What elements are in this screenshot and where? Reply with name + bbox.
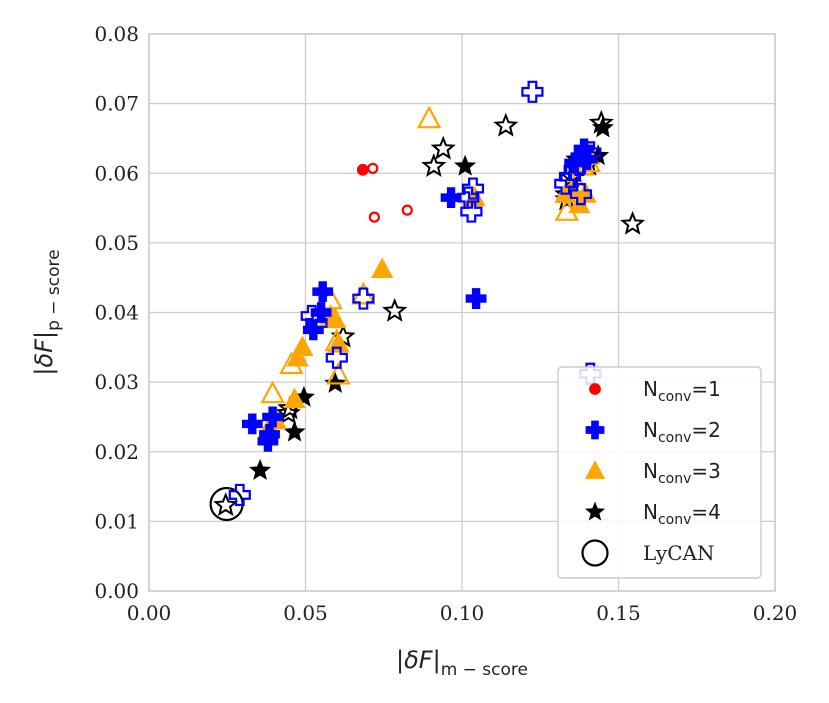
- tick-labels: 0.00 0.05 0.10 0.15 0.20 0.00 0.01 0.02 0.03 0.04…: [94, 22, 797, 625]
- legend-nconv-3-label: Nconv=3: [643, 459, 721, 487]
- legend-lycan-label: LyCAN: [643, 541, 714, 565]
- nconv-3-hollow-point: [326, 361, 351, 385]
- x-tick-label: 0.20: [753, 601, 798, 625]
- x-tick-label: 0.15: [596, 601, 641, 625]
- y-axis-label: |δF|p − score: [30, 249, 64, 375]
- nconv-2-hollow-point: [352, 287, 375, 310]
- nconv-4-hollow-point: [430, 135, 456, 160]
- y-tick-label: 0.07: [94, 92, 139, 116]
- data-points: [209, 80, 646, 522]
- nconv-2-filled-point: [576, 148, 598, 170]
- nconv-3-hollow-point: [260, 380, 285, 404]
- x-tick-label: 0.05: [283, 601, 328, 625]
- nconv-1-hollow-point: [368, 211, 380, 223]
- legend-nconv-3-marker: [584, 460, 606, 479]
- nconv-4-hollow-point: [213, 492, 239, 517]
- x-tick-label: 0.10: [440, 601, 485, 625]
- legend-lycan-marker: [581, 539, 609, 567]
- y-tick-label: 0.01: [94, 509, 139, 533]
- nconv-4-filled-point: [454, 154, 477, 176]
- nconv-2-hollow-point: [228, 483, 251, 507]
- nconv-2-hollow-point: [521, 80, 544, 103]
- nconv-2-hollow-point: [554, 172, 577, 195]
- legend: Nconv=1 Nconv=2 Nconv=3 Nconv=4 LyCAN: [557, 366, 762, 579]
- nconv-1-hollow-point: [401, 204, 413, 216]
- nconv-3-hollow-point: [416, 105, 442, 129]
- nconv-3-filled-point: [286, 345, 309, 367]
- nconv-2-hollow-point: [325, 346, 348, 369]
- nconv-2-hollow-point: [460, 200, 483, 223]
- legend-nconv-1-label: Nconv=1: [643, 377, 721, 405]
- nconv-3-filled-point: [291, 335, 314, 356]
- plot-frame: [148, 33, 776, 592]
- legend-nconv-1-marker: [589, 383, 601, 395]
- nconv-1-filled-point: [356, 163, 369, 176]
- x-axis-label: |δF|m − score: [396, 646, 528, 680]
- legend-nconv-4-marker: [584, 501, 606, 521]
- nconv-2-filled-point: [310, 302, 332, 323]
- nconv-4-filled-point: [249, 458, 272, 480]
- y-tick-label: 0.05: [94, 231, 139, 255]
- nconv-4-filled-point: [591, 116, 614, 138]
- nconv-4-filled-point: [283, 420, 306, 442]
- nconv-2-hollow-point: [461, 177, 485, 200]
- y-tick-label: 0.03: [94, 370, 139, 394]
- nconv-4-hollow-point: [275, 400, 301, 425]
- y-tick-label: 0.02: [94, 440, 139, 464]
- nconv-3-filled-point: [371, 257, 394, 278]
- nconv-2-filled-point: [259, 423, 280, 445]
- legend-nconv-2-marker: [585, 420, 605, 440]
- y-tick-label: 0.04: [94, 301, 139, 325]
- nconv-2-hollow-point: [569, 183, 593, 206]
- nconv-4-hollow-point: [382, 297, 408, 322]
- x-tick-label: 0.00: [127, 601, 172, 625]
- legend-box: [557, 366, 762, 579]
- nconv-2-filled-point: [241, 413, 263, 435]
- y-tick-label: 0.06: [94, 161, 139, 185]
- nconv-2-filled-point: [302, 319, 324, 341]
- legend-nconv-4-label: Nconv=4: [643, 500, 721, 528]
- y-tick-label: 0.08: [94, 22, 139, 46]
- nconv-2-filled-point: [440, 187, 462, 209]
- nconv-4-hollow-point: [493, 112, 519, 137]
- legend-nconv-2-label: Nconv=2: [643, 418, 721, 446]
- nconv-4-hollow-point: [620, 210, 646, 235]
- nconv-4-hollow-point: [421, 153, 447, 178]
- nconv-2-filled-point: [312, 281, 334, 303]
- nconv-2-filled-point: [465, 288, 487, 309]
- y-tick-label: 0.00: [94, 579, 139, 603]
- nconv-3-filled-point: [283, 387, 306, 409]
- nconv-2-filled-point: [262, 406, 284, 428]
- nconv-3-filled-point: [324, 307, 347, 329]
